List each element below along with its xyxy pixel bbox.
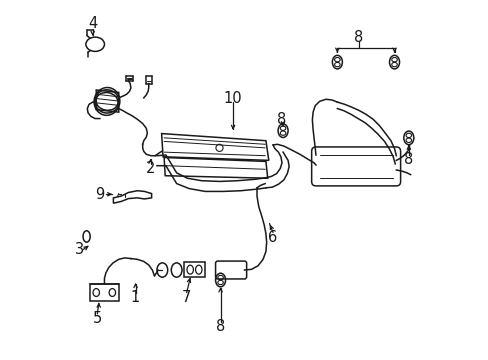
Text: 8: 8 — [277, 112, 286, 127]
Text: 4: 4 — [88, 16, 97, 31]
Text: 6: 6 — [268, 230, 277, 245]
Text: 10: 10 — [224, 91, 242, 106]
Text: 7: 7 — [182, 290, 191, 305]
Text: 1: 1 — [131, 290, 140, 305]
Text: 8: 8 — [404, 152, 412, 167]
Text: 8: 8 — [216, 319, 225, 334]
Text: 8: 8 — [353, 30, 363, 45]
Text: 2: 2 — [145, 161, 155, 176]
Text: 3: 3 — [75, 242, 84, 257]
Text: 5: 5 — [93, 311, 102, 326]
Text: 9: 9 — [95, 187, 104, 202]
